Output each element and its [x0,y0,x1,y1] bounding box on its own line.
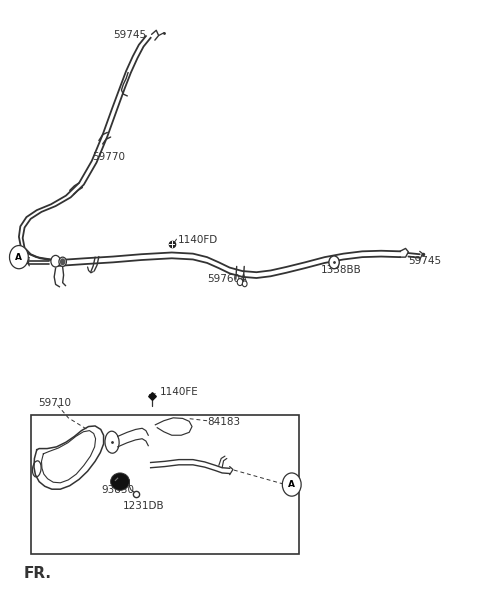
Text: 1140FE: 1140FE [160,387,199,397]
Circle shape [329,256,339,269]
Text: 1231DB: 1231DB [122,501,164,511]
Text: FR.: FR. [24,566,52,581]
Text: 1140FD: 1140FD [178,234,218,244]
Text: 1338BB: 1338BB [321,265,361,275]
Text: 59745: 59745 [113,30,146,40]
Circle shape [59,257,66,266]
Circle shape [51,255,60,267]
Circle shape [60,258,65,265]
Circle shape [10,246,28,269]
Text: A: A [288,480,295,489]
Text: 93830: 93830 [101,485,134,496]
Text: 59745: 59745 [408,256,442,266]
Text: 59770: 59770 [92,152,125,162]
Circle shape [242,281,247,287]
Text: A: A [15,253,23,262]
Text: 59760A: 59760A [207,274,247,284]
Circle shape [237,279,243,285]
Text: 84183: 84183 [207,417,240,427]
Text: 59710: 59710 [39,398,72,408]
Circle shape [282,473,301,496]
Ellipse shape [110,473,130,490]
